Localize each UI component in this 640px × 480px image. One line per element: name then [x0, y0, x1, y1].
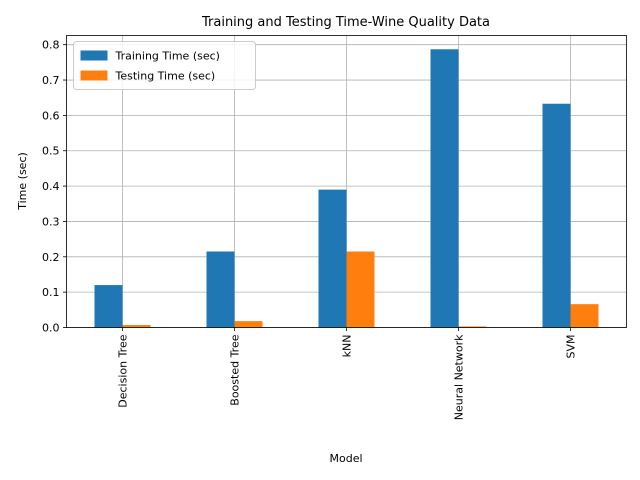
x-tick-label: Decision Tree — [117, 334, 130, 407]
chart-title: Training and Testing Time-Wine Quality D… — [201, 15, 490, 30]
legend-swatch — [80, 50, 108, 61]
y-tick-label: 0.1 — [42, 286, 60, 299]
x-tick-label: Boosted Tree — [229, 334, 242, 405]
y-tick-label: 0.7 — [42, 74, 60, 87]
x-tick-label: Neural Network — [453, 334, 466, 420]
x-tick-label: SVM — [565, 335, 578, 359]
bar-training-neural-network — [430, 49, 459, 328]
legend-label: Training Time (sec) — [115, 50, 220, 63]
y-tick-label: 0.4 — [42, 180, 60, 193]
y-tick-label: 0.5 — [42, 145, 60, 158]
legend-box — [73, 41, 256, 90]
x-tick-label: kNN — [341, 335, 354, 358]
bar-testing-svm — [570, 304, 599, 328]
y-axis: 0.0 0.1 0.2 0.3 0.4 0.5 0.6 0.7 0.8 — [42, 39, 67, 335]
bar-training-knn — [318, 189, 347, 328]
legend-swatch — [80, 70, 108, 81]
bar-testing-neural-network — [458, 326, 487, 328]
bar-training-svm — [542, 103, 571, 328]
bar-testing-knn — [346, 251, 375, 328]
bar-training-boosted-tree — [206, 251, 235, 328]
y-tick-label: 0.8 — [42, 39, 60, 52]
x-axis: Decision Tree Boosted Tree kNN Neural Netwo… — [117, 327, 578, 420]
bars — [94, 49, 599, 328]
y-tick-label: 0.0 — [42, 322, 60, 335]
bar-testing-boosted-tree — [234, 321, 263, 328]
y-axis-label: Time (sec) — [16, 152, 29, 211]
y-tick-label: 0.6 — [42, 109, 60, 122]
bar-training-decision-tree — [94, 285, 123, 328]
x-axis-label: Model — [329, 452, 362, 465]
legend-label: Testing Time (sec) — [115, 70, 216, 83]
legend: Training Time (sec) Testing Time (sec) — [73, 41, 256, 90]
y-tick-label: 0.3 — [42, 215, 60, 228]
bar-testing-decision-tree — [122, 325, 151, 328]
y-tick-label: 0.2 — [42, 251, 60, 264]
